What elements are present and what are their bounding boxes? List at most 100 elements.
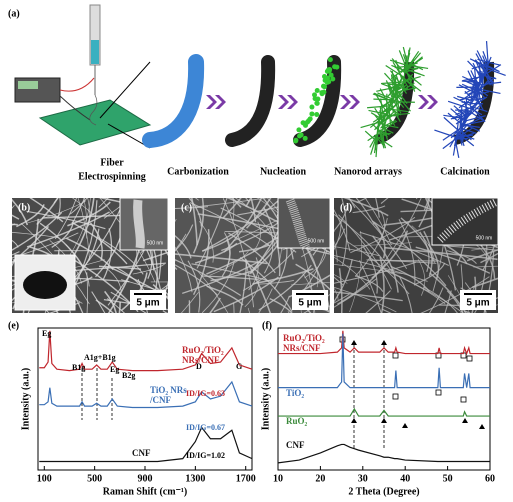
nanofiber — [398, 219, 416, 286]
nanofiber — [232, 198, 235, 223]
nanofiber — [222, 198, 242, 219]
inset-fiber — [133, 199, 145, 249]
nanofiber — [72, 198, 86, 222]
sample-photo — [23, 271, 67, 299]
nanorod — [453, 105, 467, 117]
zoom-line — [107, 123, 151, 149]
series-line — [278, 330, 490, 356]
carbon-fiber — [225, 55, 276, 147]
nanofiber — [419, 231, 430, 273]
nanofiber — [29, 198, 64, 223]
nanofiber — [371, 220, 447, 287]
wire — [59, 77, 95, 92]
nanorod — [395, 59, 403, 80]
scale-label: 500 nm — [308, 238, 325, 244]
nanorod — [396, 90, 408, 104]
nanofiber — [142, 251, 168, 262]
nanorod — [455, 132, 475, 140]
nanorod — [476, 50, 487, 69]
nanofiber — [334, 256, 371, 290]
nanofiber — [304, 249, 327, 279]
nanofiber — [334, 220, 342, 251]
nucleus — [324, 79, 330, 85]
nanofiber — [472, 277, 498, 289]
nanofiber — [302, 304, 312, 313]
nanorod — [389, 70, 401, 84]
nanofiber — [429, 272, 467, 313]
calcined-fiber — [434, 40, 506, 158]
nanofiber — [110, 291, 147, 313]
schematic — [14, 4, 506, 158]
panel-label: (e) — [8, 320, 19, 331]
scale-label: 5 μm — [298, 298, 321, 309]
scale-label: 5 μm — [466, 298, 489, 309]
nanorod — [453, 96, 471, 106]
nucleus — [332, 64, 338, 70]
nanofiber — [359, 260, 382, 313]
x-tick-label: 20 — [315, 473, 325, 484]
nanorod-fiber — [360, 46, 429, 158]
nanofiber — [427, 243, 440, 280]
nanorod — [383, 120, 388, 139]
nanorod — [464, 90, 474, 101]
nanorod — [477, 88, 501, 94]
nanorod — [379, 129, 390, 136]
nanofiber — [245, 198, 250, 203]
panel-label: (b) — [18, 202, 30, 213]
series-line — [277, 443, 490, 464]
nanorod — [391, 102, 395, 114]
nanofiber — [338, 214, 392, 290]
step-label: Nucleation — [260, 166, 307, 177]
nanofiber — [221, 239, 231, 277]
nanofiber — [175, 259, 242, 296]
x-tick-label: 50 — [443, 473, 453, 484]
nanorod — [475, 85, 480, 102]
nanofiber — [65, 244, 90, 287]
nanofiber — [138, 198, 139, 199]
nanofiber — [466, 248, 498, 262]
nanofiber — [71, 221, 128, 265]
nanofiber — [56, 198, 61, 220]
nanofiber — [334, 287, 339, 301]
nanofiber — [104, 290, 117, 313]
panel-label: (a) — [8, 8, 20, 19]
nucleus — [328, 72, 334, 78]
nanofiber — [420, 276, 490, 313]
annotation: ID/IG=0.67 — [186, 423, 225, 432]
nanorod — [396, 78, 403, 92]
nucleus — [321, 73, 327, 79]
legend-label: CNF — [286, 440, 305, 450]
step-label: Nanorod arrays — [334, 166, 402, 177]
scale-label: 500 nm — [476, 235, 493, 241]
nanorod — [463, 115, 486, 122]
nanofiber — [460, 264, 464, 313]
peak-guides — [81, 345, 385, 450]
nanofiber — [86, 272, 88, 313]
nanofiber — [482, 234, 498, 271]
nanofiber — [222, 198, 255, 308]
series-line — [278, 407, 490, 417]
nanorod — [454, 139, 460, 158]
nanofiber — [54, 198, 77, 240]
nanofiber — [263, 207, 281, 277]
step-label: Carbonization — [167, 166, 229, 177]
collector-plate — [38, 99, 152, 146]
annotation: D — [196, 362, 202, 371]
panel-label: (d) — [340, 202, 352, 213]
nanorod — [461, 83, 478, 92]
annotation: ID/IG=1.02 — [186, 451, 225, 460]
nanofiber — [121, 279, 168, 294]
nanorod — [402, 46, 409, 66]
nanorod — [443, 114, 465, 120]
nanorod — [379, 129, 387, 149]
nanofiber — [239, 256, 293, 312]
nanorod — [377, 92, 394, 100]
nanofiber — [447, 275, 470, 313]
nanofiber — [188, 300, 191, 313]
nucleus — [324, 68, 330, 74]
panel-label: (f) — [262, 320, 272, 331]
nanofiber — [365, 290, 391, 313]
nanofiber — [175, 233, 187, 251]
nanorod — [455, 109, 469, 116]
nanofiber — [417, 259, 426, 296]
